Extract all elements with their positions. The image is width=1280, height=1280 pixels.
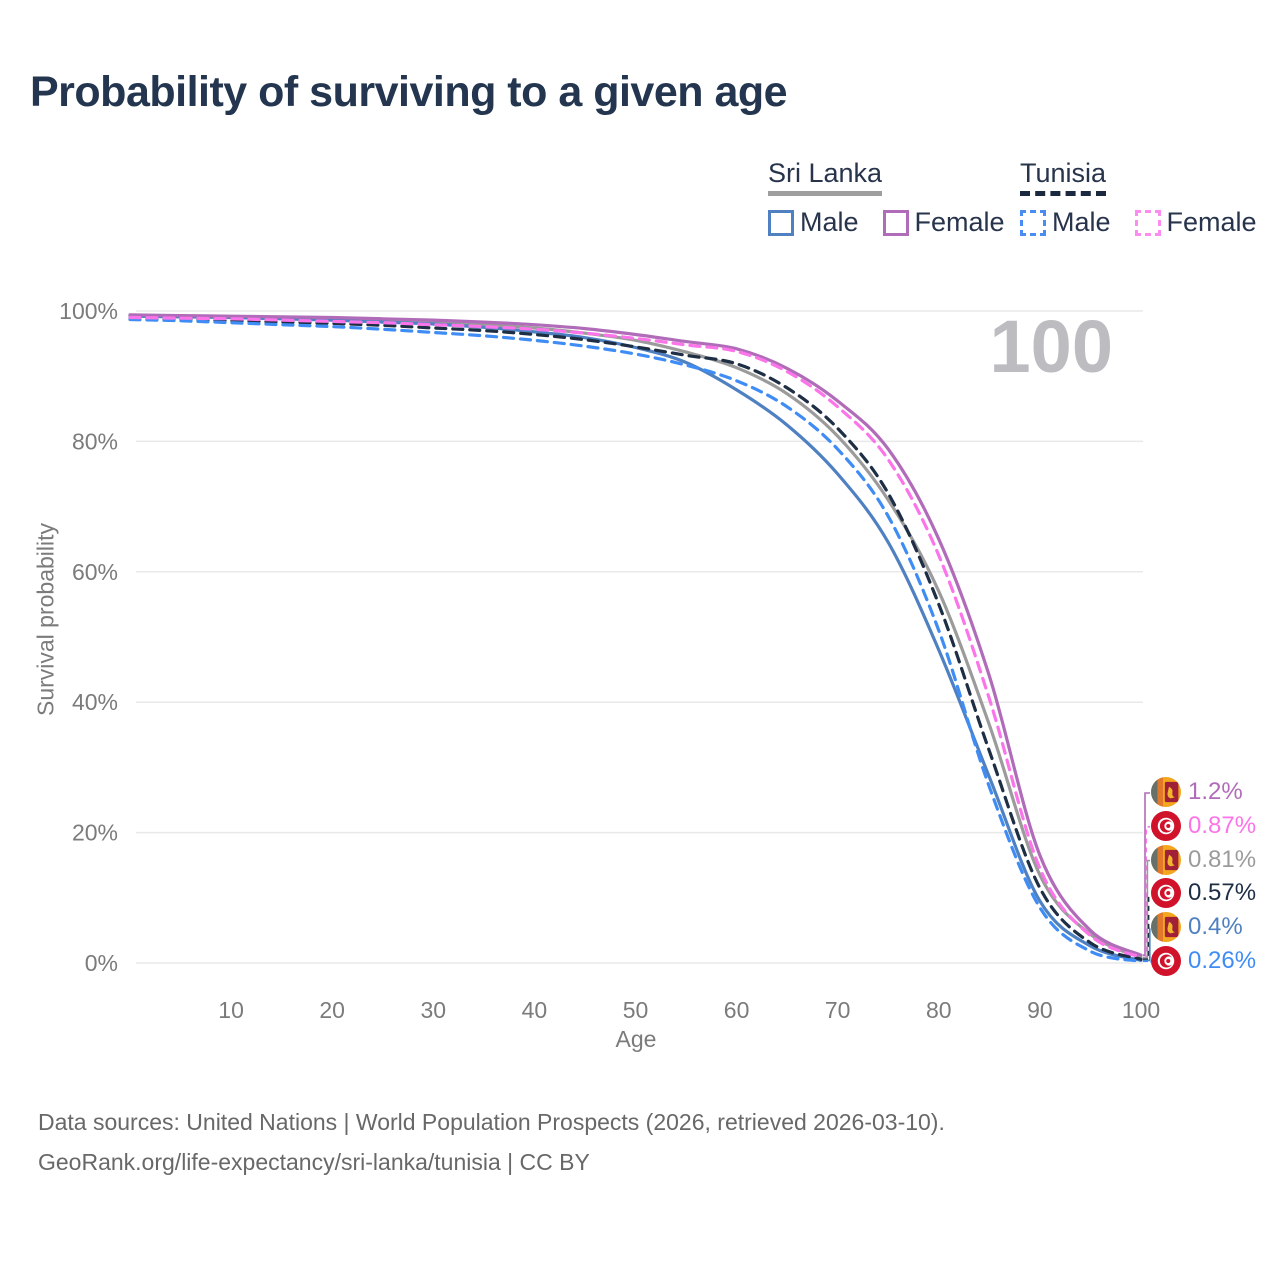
legend-label: Female xyxy=(914,207,1005,237)
x-axis-title: Age xyxy=(615,1026,657,1052)
legend-item-tunisia-male[interactable]: Male xyxy=(1020,207,1111,238)
legend-item-sri-lanka-female[interactable]: Female xyxy=(882,207,1005,238)
leader-line-sri-lanka-female xyxy=(1143,792,1150,956)
end-label-value: 0.57% xyxy=(1188,879,1257,907)
x-tick-50: 50 xyxy=(623,997,649,1023)
legend-item-tunisia-female[interactable]: Female xyxy=(1134,207,1257,238)
series-lines xyxy=(128,313,1143,963)
y-tick-20: 20% xyxy=(72,820,118,846)
y-tick-60: 60% xyxy=(72,559,118,585)
series-line-sri-lanka-male[interactable] xyxy=(128,314,1143,962)
y-tick-80: 80% xyxy=(72,428,118,454)
y-tick-40: 40% xyxy=(72,689,118,715)
y-tick-100: 100% xyxy=(59,298,118,324)
tunisia-flag-icon xyxy=(1151,810,1181,841)
series-line-tunisia-both-sexes[interactable] xyxy=(128,316,1143,961)
end-label-tunisia-both-sexes: 0.57% xyxy=(1151,878,1257,909)
x-tick-90: 90 xyxy=(1027,997,1053,1023)
x-tick-70: 70 xyxy=(825,997,851,1023)
sri-lanka-flag-icon xyxy=(1151,777,1181,807)
y-axis-title: Survival probability xyxy=(32,522,59,717)
y-tick-0: 0% xyxy=(85,950,118,976)
sri-lanka-flag-icon xyxy=(1151,912,1181,943)
x-tick-80: 80 xyxy=(926,997,952,1023)
page-title: Probability of surviving to a given age xyxy=(30,68,788,116)
legend-label: Male xyxy=(1052,207,1111,237)
end-label-value: 1.2% xyxy=(1188,778,1243,805)
end-label-value: 0.4% xyxy=(1188,913,1243,941)
tunisia-flag-icon xyxy=(1151,878,1181,909)
legend-label: Female xyxy=(1166,207,1257,237)
series-line-sri-lanka-both-sexes[interactable] xyxy=(128,314,1143,960)
end-label-tunisia-female: 0.87% xyxy=(1151,810,1257,841)
end-label-value: 0.81% xyxy=(1188,845,1257,873)
end-label-tunisia-male: 0.26% xyxy=(1151,946,1256,976)
series-line-tunisia-male[interactable] xyxy=(128,317,1143,963)
x-tick-10: 10 xyxy=(218,997,244,1023)
series-line-tunisia-female[interactable] xyxy=(128,315,1143,959)
legend-country-tunisia: Tunisia xyxy=(1020,158,1107,196)
end-label-sri-lanka-both-sexes: 0.81% xyxy=(1151,844,1257,875)
legend-label: Male xyxy=(800,207,859,237)
tunisia-flag-icon xyxy=(1151,946,1181,976)
end-label-sri-lanka-female: 1.2% xyxy=(1151,777,1243,807)
x-tick-60: 60 xyxy=(724,997,750,1023)
x-tick-30: 30 xyxy=(421,997,447,1023)
legend-swatch-sri-lanka-female xyxy=(882,209,909,236)
legend-swatch-tunisia-female xyxy=(1134,209,1161,236)
leader-line-sri-lanka-both-sexes xyxy=(1143,859,1150,959)
legend-group-sri-lanka: Sri Lanka Male Female xyxy=(768,158,1005,238)
sri-lanka-flag-icon xyxy=(1151,844,1181,875)
leader-line-tunisia-both-sexes xyxy=(1143,893,1150,961)
x-tick-40: 40 xyxy=(522,997,548,1023)
end-label-value: 0.26% xyxy=(1188,947,1257,974)
footer-data-sources: Data sources: United Nations | World Pop… xyxy=(38,1109,945,1135)
age-watermark: 100 xyxy=(990,305,1113,388)
x-tick-20: 20 xyxy=(319,997,345,1023)
end-label-value: 0.87% xyxy=(1188,811,1257,839)
x-tick-100: 100 xyxy=(1122,997,1160,1023)
axis-ticks: 0% 20% 40% 60% 80% 100% 10 20 30 40 50 60 70 80 90 100 xyxy=(59,298,1160,1023)
legend-swatch-tunisia-male xyxy=(1020,209,1046,236)
footer-attribution: GeoRank.org/life-expectancy/sri-lanka/tu… xyxy=(38,1149,590,1175)
leader-line-sri-lanka-male xyxy=(1143,927,1151,962)
legend-item-sri-lanka-male[interactable]: Male xyxy=(768,207,859,238)
end-label-sri-lanka-male: 0.4% xyxy=(1151,912,1243,943)
series-line-sri-lanka-female[interactable] xyxy=(128,313,1143,957)
legend-group-tunisia: Tunisia Male Female xyxy=(1020,158,1257,238)
legend-country-sri-lanka: Sri Lanka xyxy=(768,158,883,196)
footer: Data sources: United Nations | World Pop… xyxy=(38,1102,945,1182)
legend-swatch-sri-lanka-male xyxy=(768,209,794,236)
gridlines xyxy=(136,310,1143,964)
leader-line-tunisia-male xyxy=(1143,960,1152,963)
end-label-leader-lines xyxy=(1143,792,1152,963)
